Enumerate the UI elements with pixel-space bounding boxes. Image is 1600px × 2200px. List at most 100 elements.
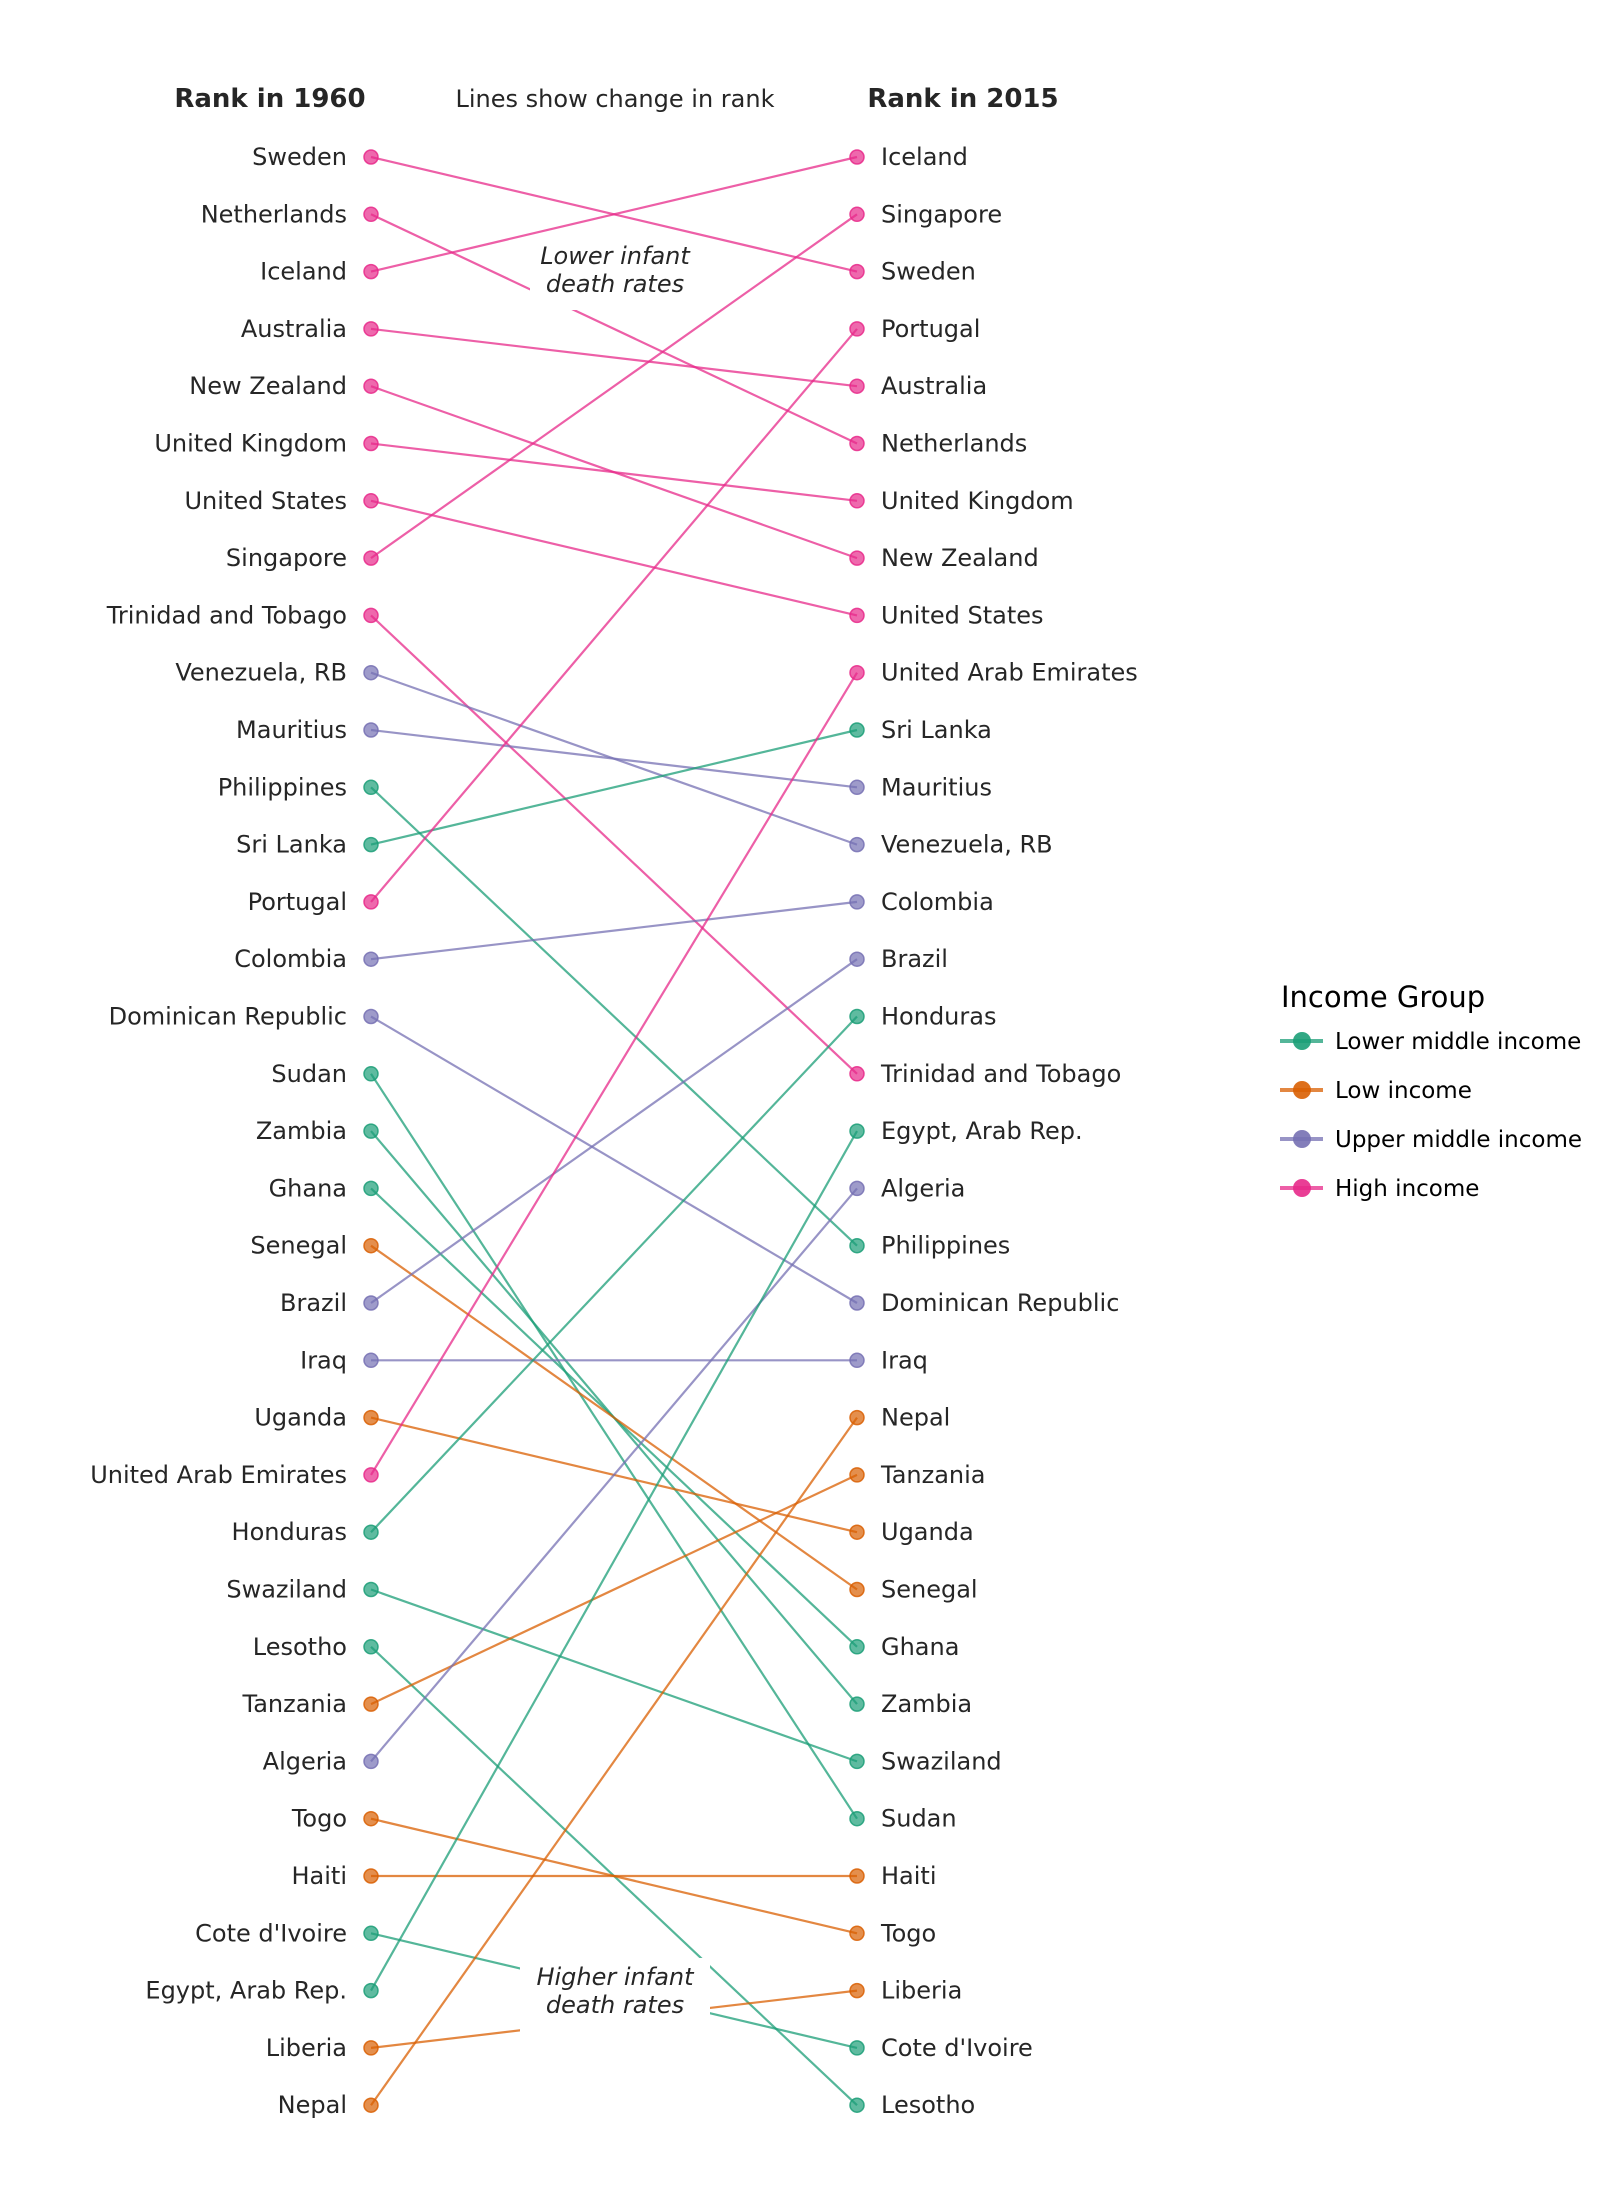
- point-1960-united-kingdom: [363, 435, 379, 452]
- label-2015-singapore: Singapore: [881, 200, 1002, 228]
- label-2015-sri-lanka: Sri Lanka: [881, 716, 992, 744]
- label-2015-honduras: Honduras: [881, 1003, 996, 1031]
- label-1960-united-arab-emirates: United Arab Emirates: [90, 1461, 347, 1489]
- right-header: Rank in 2015: [867, 84, 1058, 114]
- annotation-top-line1: Lower infant: [540, 242, 691, 270]
- slope-line-senegal: [370, 1244, 858, 1591]
- label-2015-iraq: Iraq: [881, 1346, 928, 1374]
- label-1960-iraq: Iraq: [300, 1346, 347, 1374]
- slope-line-brazil: [370, 958, 858, 1304]
- label-1960-sweden: Sweden: [252, 143, 347, 171]
- label-1960-ghana: Ghana: [269, 1174, 347, 1202]
- point-2015-uganda: [849, 1524, 865, 1540]
- label-2015-iceland: Iceland: [881, 143, 968, 171]
- legend-title: Income Group: [1281, 980, 1485, 1014]
- label-2015-colombia: Colombia: [881, 888, 994, 916]
- point-2015-australia: [849, 378, 865, 394]
- slope-line-egypt-arab-rep: [370, 1130, 858, 1992]
- legend-label-umi: Upper middle income: [1335, 1127, 1582, 1153]
- legend-marker-lmi: [1293, 1032, 1311, 1050]
- label-2015-togo: Togo: [880, 1919, 936, 1947]
- label-1960-iceland: Iceland: [260, 258, 347, 286]
- point-2015-mauritius: [849, 779, 865, 796]
- label-1960-liberia: Liberia: [266, 2034, 347, 2062]
- annotation-bottom-bg: [520, 1958, 710, 2034]
- labels-layer: Sweden Sweden Netherlands Netherlands Icelan…: [90, 143, 1138, 2119]
- label-2015-haiti: Haiti: [881, 1862, 937, 1890]
- point-1960-swaziland: [363, 1581, 379, 1598]
- point-1960-honduras: [363, 1524, 379, 1540]
- slope-line-nepal: [370, 1416, 858, 2106]
- label-1960-trinidad-and-tobago: Trinidad and Tobago: [106, 601, 347, 629]
- chart-subtitle: Lines show change in rank: [456, 85, 775, 113]
- point-1960-sweden: [363, 149, 379, 165]
- label-1960-portugal: Portugal: [248, 888, 347, 916]
- point-1960-zambia: [363, 1123, 379, 1139]
- point-1960-netherlands: [363, 206, 379, 223]
- label-1960-australia: Australia: [241, 315, 347, 343]
- label-1960-nepal: Nepal: [278, 2091, 347, 2119]
- point-1960-new-zealand: [363, 378, 379, 394]
- point-2015-philippines: [849, 1237, 865, 1254]
- slope-line-united-arab-emirates: [370, 672, 858, 1476]
- slope-line-sri-lanka: [370, 728, 858, 846]
- label-1960-uganda: Uganda: [254, 1404, 347, 1432]
- slope-line-algeria: [370, 1187, 858, 1763]
- point-1960-iceland: [363, 263, 379, 280]
- slope-line-honduras: [370, 1015, 858, 1533]
- point-2015-sweden: [849, 263, 865, 280]
- label-1960-tanzania: Tanzania: [242, 1690, 348, 1718]
- label-2015-sudan: Sudan: [881, 1805, 957, 1833]
- point-1960-colombia: [363, 951, 379, 967]
- slope-line-trinidad-and-tobago: [370, 614, 858, 1075]
- points-layer: [363, 149, 865, 2113]
- slope-line-dominican-republic: [370, 1015, 858, 1304]
- point-2015-ghana: [849, 1639, 865, 1655]
- legend: Income Group Lower middle income Low inco…: [1280, 980, 1582, 1202]
- point-2015-liberia: [849, 1982, 865, 1999]
- legend-marker-hi: [1293, 1179, 1311, 1197]
- label-1960-egypt-arab-rep: Egypt, Arab Rep.: [145, 1977, 347, 2005]
- label-2015-swaziland: Swaziland: [881, 1747, 1002, 1775]
- point-2015-swaziland: [849, 1753, 865, 1770]
- slope-line-iceland: [370, 155, 858, 273]
- label-1960-zambia: Zambia: [256, 1117, 347, 1145]
- label-1960-united-states: United States: [184, 487, 347, 515]
- label-2015-new-zealand: New Zealand: [881, 544, 1039, 572]
- slope-line-tanzania: [370, 1473, 858, 1706]
- label-2015-cote-d-ivoire: Cote d'Ivoire: [881, 2034, 1033, 2062]
- point-1960-tanzania: [363, 1696, 379, 1712]
- point-2015-zambia: [849, 1696, 865, 1712]
- slope-line-colombia: [370, 900, 858, 961]
- point-1960-lesotho: [363, 1639, 379, 1655]
- point-2015-united-kingdom: [849, 493, 865, 509]
- legend-marker-umi: [1293, 1130, 1311, 1148]
- label-2015-dominican-republic: Dominican Republic: [881, 1289, 1119, 1317]
- point-1960-cote-d-ivoire: [363, 1925, 379, 1942]
- label-2015-tanzania: Tanzania: [880, 1461, 986, 1489]
- label-1960-sri-lanka: Sri Lanka: [236, 831, 347, 859]
- point-1960-senegal: [363, 1237, 379, 1254]
- point-1960-egypt-arab-rep: [363, 1982, 379, 1999]
- slope-line-australia: [370, 327, 858, 388]
- point-1960-trinidad-and-tobago: [363, 607, 379, 624]
- label-1960-swaziland: Swaziland: [226, 1576, 347, 1604]
- point-2015-lesotho: [849, 2097, 865, 2113]
- legend-item-umi: Upper middle income: [1280, 1127, 1582, 1153]
- annotation-bottom-line1: Higher infant: [536, 1963, 695, 1991]
- point-2015-venezuela-rb: [849, 836, 865, 853]
- legend-marker-li: [1293, 1081, 1311, 1099]
- label-2015-liberia: Liberia: [881, 1977, 962, 2005]
- legend-item-li: Low income: [1280, 1078, 1472, 1104]
- label-1960-algeria: Algeria: [263, 1747, 347, 1775]
- label-2015-trinidad-and-tobago: Trinidad and Tobago: [880, 1060, 1121, 1088]
- point-2015-new-zealand: [849, 550, 865, 566]
- slope-line-united-kingdom: [370, 442, 858, 502]
- point-2015-singapore: [849, 206, 865, 223]
- label-1960-colombia: Colombia: [234, 945, 347, 973]
- label-2015-uganda: Uganda: [881, 1518, 974, 1546]
- point-2015-tanzania: [849, 1467, 865, 1483]
- legend-label-li: Low income: [1335, 1078, 1472, 1104]
- point-1960-venezuela-rb: [363, 664, 379, 681]
